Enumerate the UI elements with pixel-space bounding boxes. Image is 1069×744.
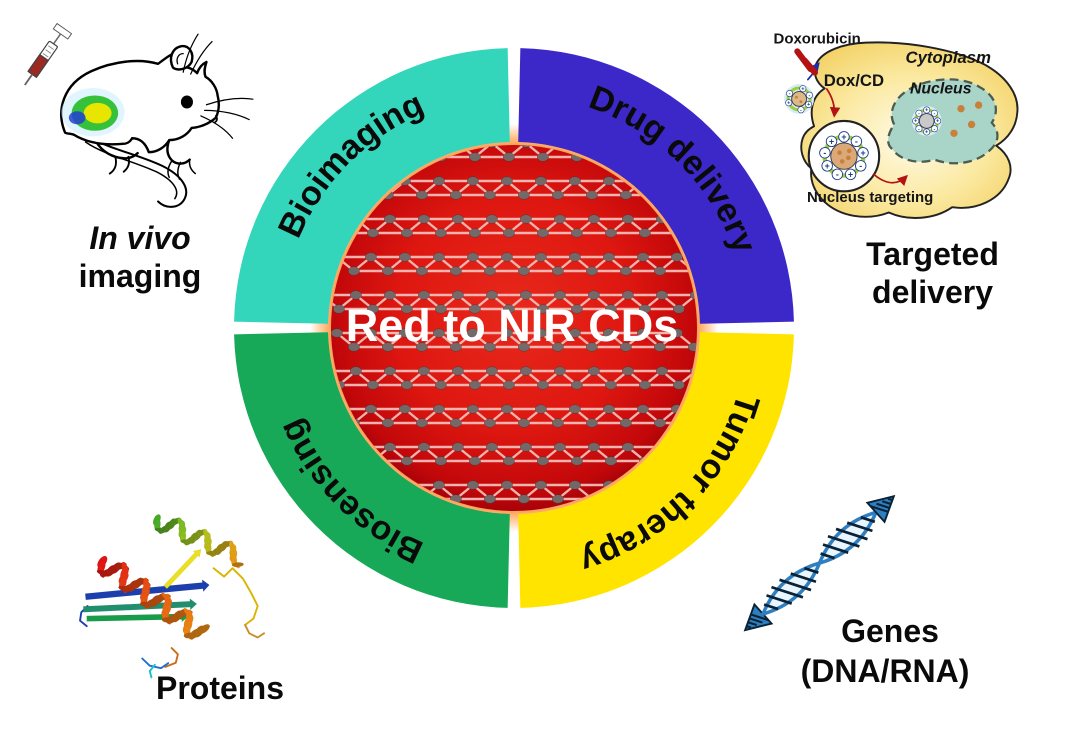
svg-text:Doxorubicin: Doxorubicin <box>774 31 861 48</box>
svg-text:Nucleus: Nucleus <box>910 81 972 98</box>
svg-text:-: - <box>808 93 810 99</box>
svg-text:+: + <box>829 136 834 146</box>
svg-text:-: - <box>934 126 936 132</box>
svg-text:-: - <box>823 148 826 158</box>
svg-text:+: + <box>860 148 865 158</box>
svg-text:-: - <box>918 126 920 132</box>
svg-text:+: + <box>825 161 830 171</box>
svg-text:-: - <box>836 169 839 179</box>
svg-text:+: + <box>841 132 846 142</box>
svg-text:Dox/CD: Dox/CD <box>824 71 884 90</box>
svg-text:-: - <box>859 161 862 171</box>
svg-text:Cytoplasm: Cytoplasm <box>906 48 992 67</box>
svg-text:-: - <box>918 111 920 117</box>
svg-text:Nucleus targeting: Nucleus targeting <box>807 189 933 206</box>
svg-text:Red to NIR CDs: Red to NIR CDs <box>346 300 679 351</box>
svg-text:-: - <box>934 111 936 117</box>
svg-text:-: - <box>789 91 791 97</box>
svg-text:-: - <box>800 108 802 114</box>
svg-text:+: + <box>848 169 853 179</box>
svg-text:-: - <box>855 136 858 146</box>
